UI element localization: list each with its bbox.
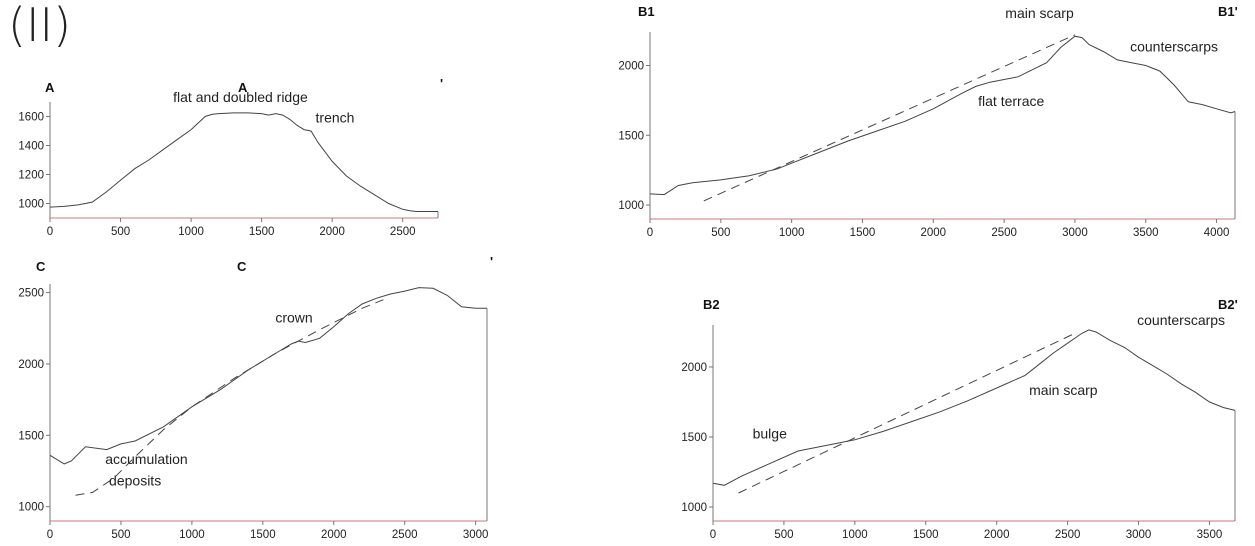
- profile-chart-b2: 0 500 1000 1500 2000 2500 3000 3500 1000 1500 2000…: [681, 297, 1237, 541]
- x-tick-label: 0: [710, 529, 716, 541]
- x-tick-label: 2500: [390, 226, 416, 238]
- annotation-label: counterscarps: [1137, 312, 1225, 328]
- x-tick-label: 1500: [913, 529, 939, 541]
- x-tick-label: 1000: [179, 529, 205, 541]
- x-tick-label: 1000: [779, 227, 805, 239]
- x-tick-label: 2000: [321, 529, 347, 541]
- x-tick-label: 1000: [178, 226, 204, 238]
- profile-start-label: A: [45, 80, 55, 95]
- annotation-label: counterscarps: [1130, 39, 1218, 55]
- x-tick-label: 500: [774, 529, 793, 541]
- profile-end-label: B2': [1218, 297, 1238, 312]
- y-tick-label: 1500: [18, 430, 44, 442]
- x-tick-label: 3000: [1126, 529, 1152, 541]
- x-tick-label: 2000: [984, 529, 1010, 541]
- y-tick-label: 1000: [18, 502, 44, 514]
- y-tick-label: 2000: [618, 60, 644, 72]
- x-tick-label: 1000: [842, 529, 868, 541]
- y-tick-label: 2500: [18, 288, 44, 300]
- profile-end-label: C: [237, 259, 247, 274]
- annotation-label: crown: [275, 310, 312, 326]
- annotation-label: main scarp: [1029, 382, 1098, 398]
- x-tick-label: 1500: [250, 529, 276, 541]
- x-tick-label: 500: [111, 529, 130, 541]
- profile-chart-b1: 0 500 1000 1500 2000 2500 3000 3500 4000 1000 1500…: [618, 4, 1237, 239]
- profile-chart-a: 0 500 1000 1500 2000 2500 1000 1200 1400 1600 A A ' f…: [18, 76, 443, 238]
- y-tick-label: 1500: [681, 432, 707, 444]
- x-tick-label: 3000: [1062, 227, 1088, 239]
- reference-dashed-line: [703, 34, 1076, 202]
- x-tick-label: 0: [47, 529, 53, 541]
- profile-end-prime-mark: ': [490, 254, 493, 269]
- profile-start-label: C: [36, 259, 46, 274]
- y-tick-label: 1500: [618, 130, 644, 142]
- x-tick-label: 3000: [463, 529, 489, 541]
- x-tick-label: 0: [47, 226, 53, 238]
- profile-line: [712, 329, 1236, 486]
- y-tick-label: 1000: [618, 200, 644, 212]
- x-tick-label: 3500: [1133, 227, 1159, 239]
- profile-line: [649, 35, 1236, 196]
- annotation-label: deposits: [109, 472, 161, 488]
- y-tick-label: 2000: [681, 362, 707, 374]
- annotation-label: trench: [316, 109, 355, 125]
- x-tick-label: 500: [111, 226, 130, 238]
- annotation-label: main scarp: [1005, 5, 1074, 21]
- x-tick-label: 2000: [920, 227, 946, 239]
- profile-line: [49, 287, 487, 465]
- reference-dashed-line: [738, 332, 1075, 494]
- figure-label: (II): [8, 0, 72, 52]
- profile-end-label: A: [238, 80, 248, 95]
- x-tick-label: 1500: [249, 226, 275, 238]
- profile-chart-c: 0 500 1000 1500 2000 2500 3000 1000 1500 2000 2500…: [18, 254, 493, 541]
- annotation-label: flat and doubled ridge: [173, 89, 308, 105]
- x-tick-label: 2500: [991, 227, 1017, 239]
- profile-end-label: B1': [1218, 4, 1238, 19]
- x-tick-label: 500: [711, 227, 730, 239]
- profile-end-prime-mark: ': [440, 76, 443, 91]
- reference-dashed-line: [75, 299, 384, 496]
- x-tick-label: 2000: [319, 226, 345, 238]
- y-tick-label: 1600: [18, 112, 44, 124]
- y-tick-label: 1400: [18, 141, 44, 153]
- annotation-label: accumulation: [105, 451, 188, 467]
- y-tick-label: 1000: [681, 502, 707, 514]
- y-tick-label: 1200: [18, 170, 44, 182]
- profile-line: [49, 112, 438, 212]
- x-tick-label: 0: [647, 227, 653, 239]
- annotation-label: flat terrace: [978, 93, 1044, 109]
- y-tick-label: 1000: [18, 199, 44, 211]
- x-tick-label: 1500: [850, 227, 876, 239]
- x-tick-label: 2500: [1055, 529, 1081, 541]
- x-tick-label: 2500: [392, 529, 418, 541]
- y-tick-label: 2000: [18, 359, 44, 371]
- profile-start-label: B2: [703, 297, 720, 312]
- x-tick-label: 4000: [1204, 227, 1230, 239]
- annotation-label: bulge: [753, 425, 787, 441]
- profile-start-label: B1: [638, 4, 655, 19]
- x-tick-label: 3500: [1197, 529, 1223, 541]
